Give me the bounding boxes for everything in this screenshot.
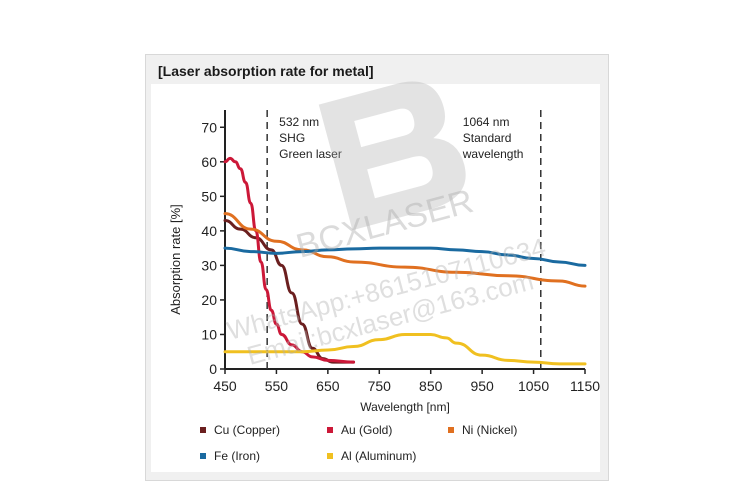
chart-title: [Laser absorption rate for metal] bbox=[158, 63, 374, 79]
legend-item-copper: Cu (Copper) bbox=[200, 423, 280, 437]
y-tick-label: 0 bbox=[209, 361, 217, 377]
legend-item-iron: Fe (Iron) bbox=[200, 449, 260, 463]
legend-label-gold: Au (Gold) bbox=[341, 423, 393, 437]
series-line-fe bbox=[223, 246, 587, 267]
x-tick-label: 850 bbox=[419, 378, 443, 394]
y-tick-label: 30 bbox=[201, 257, 217, 273]
annotation-label: 1064 nm bbox=[463, 115, 510, 129]
x-tick-label: 450 bbox=[213, 378, 237, 394]
x-axis-label: Wavelength [nm] bbox=[360, 400, 450, 414]
legend-label-iron: Fe (Iron) bbox=[214, 449, 261, 463]
annotation-label: Standard bbox=[463, 131, 512, 145]
y-axis-label: Absorption rate [%] bbox=[168, 204, 183, 315]
legend-label-copper: Cu (Copper) bbox=[214, 423, 281, 437]
y-tick-label: 60 bbox=[201, 154, 217, 170]
y-tick-label: 70 bbox=[201, 119, 217, 135]
annotation-label: wavelength bbox=[462, 147, 524, 161]
annotation-label: 532 nm bbox=[279, 115, 319, 129]
legend-swatch-nickel bbox=[448, 427, 454, 433]
y-tick-label: 20 bbox=[201, 292, 217, 308]
legend-swatch-aluminum bbox=[327, 453, 333, 459]
legend-item-nickel: Ni (Nickel) bbox=[448, 423, 517, 437]
legend-item-gold: Au (Gold) bbox=[327, 423, 392, 437]
series-line-cu bbox=[223, 219, 356, 364]
x-tick-label: 650 bbox=[316, 378, 340, 394]
x-tick-label: 1050 bbox=[518, 378, 549, 394]
y-tick-label: 10 bbox=[201, 326, 217, 342]
legend-item-aluminum: Al (Aluminum) bbox=[327, 449, 416, 463]
x-tick-label: 750 bbox=[368, 378, 392, 394]
chart-legend: Cu (Copper) Au (Gold) Ni (Nickel) Fe (Ir… bbox=[200, 420, 600, 470]
annotation-label: SHG bbox=[279, 131, 305, 145]
legend-swatch-gold bbox=[327, 427, 333, 433]
series-line-au bbox=[223, 156, 356, 364]
annotation-label: Green laser bbox=[279, 147, 342, 161]
legend-swatch-iron bbox=[200, 453, 206, 459]
series-line-ni bbox=[223, 212, 587, 288]
legend-label-aluminum: Al (Aluminum) bbox=[341, 449, 417, 463]
y-tick-label: 40 bbox=[201, 223, 217, 239]
x-tick-label: 950 bbox=[470, 378, 494, 394]
legend-swatch-copper bbox=[200, 427, 206, 433]
y-tick-label: 50 bbox=[201, 188, 217, 204]
x-tick-label: 1150 bbox=[570, 378, 600, 394]
series-line-al bbox=[223, 332, 587, 366]
x-tick-label: 550 bbox=[265, 378, 289, 394]
legend-label-nickel: Ni (Nickel) bbox=[462, 423, 518, 437]
